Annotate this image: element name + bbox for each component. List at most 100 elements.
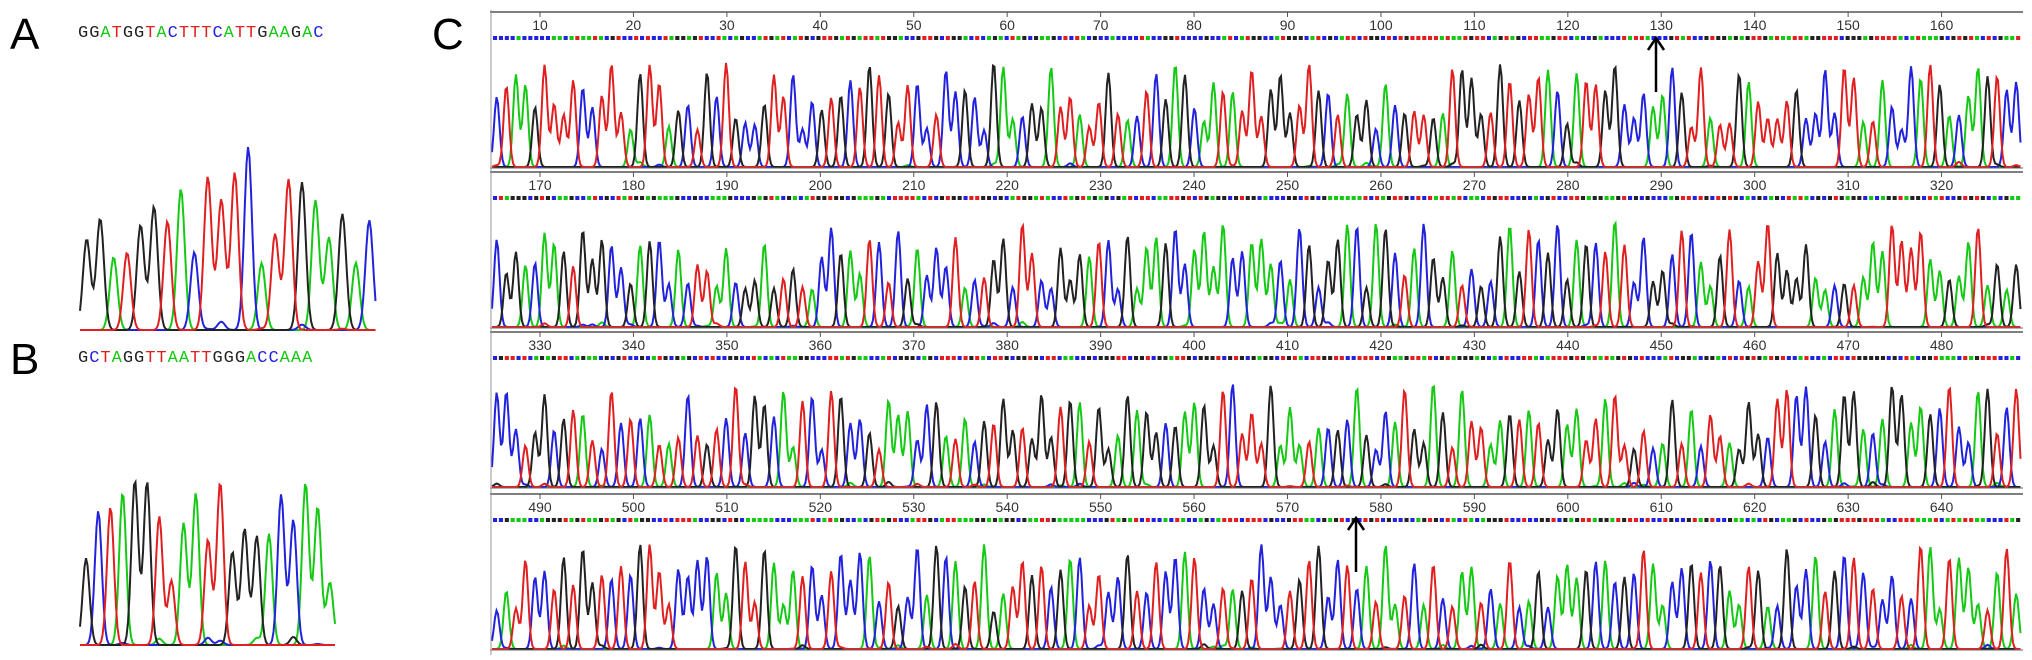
ruler-label: 620: [1743, 499, 1767, 515]
panel-a-chromatogram: [79, 146, 377, 332]
ruler-label: 200: [809, 177, 833, 193]
ruler-label: 400: [1182, 337, 1206, 353]
trace-a: [492, 220, 2021, 329]
trace-t: [492, 544, 2021, 650]
ruler-label: 220: [996, 177, 1020, 193]
panel-a: GGATGGTACTTTCATTGAAGAC: [78, 20, 378, 335]
ruler-label: 520: [809, 499, 833, 515]
mutation-arrow-2: [1346, 515, 1366, 572]
ruler-label: 50: [906, 17, 922, 33]
panel-c-row-3: 330 340 350 360 370 380 390 400 410 420 430 440 450 4…: [490, 331, 2023, 489]
ruler-label: 90: [1280, 17, 1296, 33]
trace-c: [80, 494, 335, 647]
base-call-strip: [493, 36, 2021, 40]
ruler-label: 590: [1463, 499, 1487, 515]
ruler-label: 410: [1276, 337, 1300, 353]
ruler-label: 460: [1743, 337, 1767, 353]
ruler-label: 190: [715, 177, 739, 193]
ruler-label: 120: [1556, 17, 1580, 33]
ruler-label: 60: [999, 17, 1015, 33]
ruler-label: 70: [1093, 17, 1109, 33]
panel-c-traces-row-1: [491, 62, 2022, 169]
trace-t: [492, 222, 2021, 328]
ruler-label: 20: [626, 17, 642, 33]
ruler-label: 630: [1836, 499, 1860, 515]
ruler-label: 100: [1369, 17, 1393, 33]
ruler-label: 30: [719, 17, 735, 33]
panel-label-b: B: [10, 335, 40, 384]
ruler-label: 10: [532, 17, 548, 33]
ruler-label: 290: [1650, 177, 1674, 193]
panel-a-sequence: GGATGGTACTTTCATTGAAGAC: [78, 24, 325, 43]
trace-c: [80, 146, 377, 331]
ruler-label: 550: [1089, 499, 1113, 515]
ruler-label: 240: [1182, 177, 1206, 193]
panel-c-row-1: 10 20 30 40 50 60 70 80 90 100 110 120 130 140 150 160: [490, 11, 2023, 169]
mutation-arrow-1: [1646, 35, 1666, 92]
ruler-label: 140: [1743, 17, 1767, 33]
ruler-label: 320: [1930, 177, 1954, 193]
ruler-label: 80: [1186, 17, 1202, 33]
ruler-label: 340: [622, 337, 646, 353]
ruler-label: 110: [1463, 17, 1486, 33]
ruler-label: 420: [1369, 337, 1393, 353]
ruler-label: 350: [715, 337, 739, 353]
panel-c-traces-row-3: [491, 384, 2022, 489]
ruler-label: 160: [1930, 17, 1954, 33]
panel-label-c: C: [432, 10, 464, 59]
panel-b-sequence: GCTAGGTTAATTGGGACCAAA: [78, 349, 314, 368]
ruler-label: 300: [1743, 177, 1767, 193]
panel-c-row-2: 170 180 190 200 210 220 230 240 250 260 270 280 290 3…: [490, 171, 2023, 329]
ruler-label: 130: [1650, 17, 1674, 33]
ruler-label: 390: [1089, 337, 1113, 353]
ruler-label: 210: [902, 177, 926, 193]
ruler-label: 570: [1276, 499, 1300, 515]
trace-g: [492, 229, 2022, 329]
ruler-label: 40: [813, 17, 829, 33]
ruler-label: 500: [622, 499, 646, 515]
panel-c-traces-row-4: [491, 544, 2022, 651]
ruler-label: 380: [996, 337, 1020, 353]
ruler-label: 180: [622, 177, 646, 193]
trace-t: [491, 62, 2021, 169]
ruler-label: 600: [1556, 499, 1580, 515]
ruler-label: 270: [1463, 177, 1487, 193]
ruler-label: 360: [809, 337, 833, 353]
ruler-label: 610: [1650, 499, 1674, 515]
ruler-label: 540: [996, 499, 1020, 515]
ruler-label: 490: [528, 499, 552, 515]
trace-g: [492, 544, 2021, 651]
ruler-label: 450: [1650, 337, 1674, 353]
ruler-label: 280: [1556, 177, 1580, 193]
ruler-label: 430: [1463, 337, 1487, 353]
panel-c-chromatogram: 10 20 30 40 50 60 70 80 90 100 110 120 130 140 150 1601…: [490, 10, 2023, 655]
trace-t: [80, 482, 335, 646]
ruler-label: 150: [1836, 17, 1860, 33]
panel-c: 10 20 30 40 50 60 70 80 90 100 110 120 130 140 150 160 1…: [490, 10, 2025, 655]
trace-c: [491, 223, 2021, 329]
ruler-label: 510: [715, 499, 739, 515]
base-call-strip: [493, 356, 2021, 360]
base-call-strip: [493, 196, 2021, 200]
panel-b-chromatogram: [79, 478, 336, 647]
ruler-label: 470: [1836, 337, 1860, 353]
ruler-label: 640: [1930, 499, 1954, 515]
ruler-label: 440: [1556, 337, 1580, 353]
base-call-strip: [493, 518, 2021, 522]
ruler-label: 250: [1276, 177, 1300, 193]
trace-t: [492, 386, 2022, 489]
panel-b: GCTAGGTTAATTGGGACCAAA: [78, 345, 338, 655]
panel-c-traces-row-2: [491, 220, 2022, 329]
ruler-label: 330: [528, 337, 552, 353]
ruler-label: 260: [1369, 177, 1393, 193]
trace-a: [80, 189, 376, 331]
ruler-label: 530: [902, 499, 926, 515]
panel-label-a: A: [10, 10, 40, 59]
panel-c-row-4: 490 500 510 520 530 540 550 560 570 580 590 600 610 6…: [490, 493, 2023, 651]
ruler-label: 370: [902, 337, 926, 353]
ruler-label: 230: [1089, 177, 1113, 193]
ruler-label: 480: [1930, 337, 1954, 353]
ruler-label: 580: [1369, 499, 1393, 515]
ruler-label: 170: [528, 177, 552, 193]
ruler-label: 560: [1182, 499, 1206, 515]
